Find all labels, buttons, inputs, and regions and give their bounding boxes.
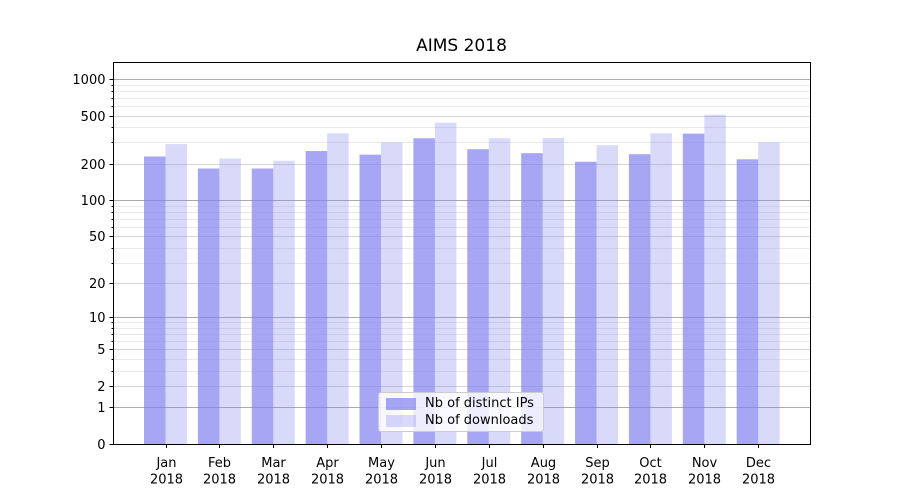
bar-downloads-jul bbox=[488, 138, 511, 445]
x-tick-label-month: Jan bbox=[155, 456, 176, 471]
x-tick-label-year: 2018 bbox=[527, 473, 560, 488]
bar-distinct-ips-dec bbox=[736, 159, 759, 445]
bar-downloads-nov bbox=[704, 114, 726, 445]
bar-distinct-ips-feb bbox=[197, 168, 220, 445]
x-tick-label-year: 2018 bbox=[473, 473, 506, 488]
bar-downloads-jan bbox=[165, 144, 187, 445]
bar-distinct-ips-jun bbox=[413, 138, 435, 445]
bar-distinct-ips-apr bbox=[305, 151, 328, 445]
bar-downloads-aug bbox=[542, 137, 565, 445]
x-tick-label-month: Jun bbox=[424, 456, 445, 471]
x-tick-label-month: Feb bbox=[208, 456, 231, 471]
x-tick-label-year: 2018 bbox=[311, 473, 344, 488]
x-tick-label-month: Dec bbox=[746, 456, 771, 471]
y-tick-label: 500 bbox=[81, 110, 106, 125]
x-tick-label-year: 2018 bbox=[634, 473, 667, 488]
y-tick-label: 50 bbox=[89, 230, 106, 245]
bar-distinct-ips-mar bbox=[251, 168, 274, 445]
bar-distinct-ips-jan bbox=[144, 156, 166, 445]
bar-downloads-apr bbox=[327, 133, 349, 445]
bar-distinct-ips-sep bbox=[575, 161, 597, 445]
bar-distinct-ips-may bbox=[359, 154, 382, 445]
legend-label-distinct-ips: Nb of distinct IPs bbox=[425, 396, 534, 411]
y-tick-label: 20 bbox=[89, 277, 106, 292]
bar-downloads-feb bbox=[219, 158, 241, 445]
bar-downloads-dec bbox=[758, 142, 780, 445]
y-tick-label: 0 bbox=[97, 438, 105, 453]
x-tick-label-month: Aug bbox=[531, 456, 556, 471]
bar-downloads-sep bbox=[596, 145, 619, 445]
bar-distinct-ips-jul bbox=[467, 149, 489, 445]
legend-item-downloads: Nb of downloads bbox=[386, 414, 543, 427]
x-tick-label-month: Nov bbox=[692, 456, 718, 471]
x-tick-label-year: 2018 bbox=[419, 473, 452, 488]
x-tick-label-year: 2018 bbox=[742, 473, 775, 488]
x-tick-label-month: Sep bbox=[585, 456, 610, 471]
legend-swatch-distinct-ips bbox=[386, 397, 416, 410]
x-tick-label-month: Oct bbox=[639, 456, 661, 471]
y-tick-label: 100 bbox=[81, 194, 106, 209]
bar-distinct-ips-oct bbox=[628, 154, 651, 445]
bar-downloads-oct bbox=[650, 133, 672, 445]
chart-title: AIMS 2018 bbox=[416, 36, 507, 56]
bar-distinct-ips-aug bbox=[521, 153, 543, 445]
x-tick-label-year: 2018 bbox=[365, 473, 398, 488]
legend: Nb of distinct IPs Nb of downloads bbox=[378, 392, 544, 432]
legend-item-distinct-ips: Nb of distinct IPs bbox=[386, 397, 543, 410]
x-tick-label-month: Mar bbox=[261, 456, 286, 471]
x-tick-label-year: 2018 bbox=[203, 473, 236, 488]
bar-downloads-may bbox=[381, 142, 403, 445]
x-tick-label-month: Jul bbox=[481, 456, 498, 471]
y-tick-label: 1000 bbox=[72, 73, 105, 88]
y-tick-label: 10 bbox=[89, 311, 106, 326]
bar-downloads-mar bbox=[273, 160, 295, 445]
x-tick-label-month: May bbox=[368, 456, 395, 471]
bar-distinct-ips-nov bbox=[682, 133, 705, 445]
y-tick-label: 1 bbox=[97, 401, 105, 416]
x-tick-label-year: 2018 bbox=[688, 473, 721, 488]
x-tick-label-year: 2018 bbox=[257, 473, 290, 488]
y-tick-label: 200 bbox=[81, 158, 106, 173]
legend-label-downloads: Nb of downloads bbox=[425, 413, 534, 428]
x-tick-label-month: Apr bbox=[316, 456, 339, 471]
x-tick-label-year: 2018 bbox=[150, 473, 183, 488]
bar-downloads-jun bbox=[434, 122, 457, 445]
y-tick-label: 2 bbox=[97, 380, 105, 395]
legend-swatch-downloads bbox=[386, 414, 416, 427]
y-tick-label: 5 bbox=[97, 343, 105, 358]
x-tick-label-year: 2018 bbox=[581, 473, 614, 488]
